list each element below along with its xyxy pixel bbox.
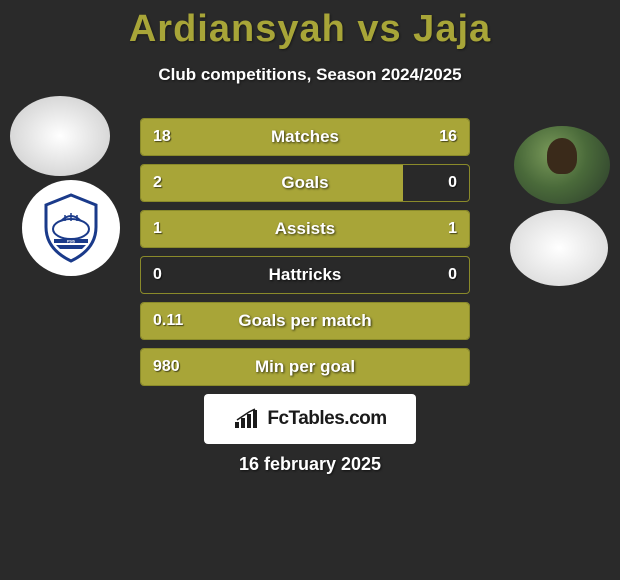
- stat-row-min-per-goal: 980 Min per goal: [140, 348, 470, 386]
- stat-row-goals-per-match: 0.11 Goals per match: [140, 302, 470, 340]
- stats-container: 18 Matches 16 2 Goals 0 1 Assists 1 0 Ha…: [140, 118, 470, 394]
- stat-label: Matches: [271, 127, 339, 147]
- stat-label: Min per goal: [255, 357, 355, 377]
- svg-text:PSIS: PSIS: [67, 240, 76, 244]
- stat-value-left: 0: [153, 266, 162, 284]
- stat-label: Goals per match: [238, 311, 371, 331]
- player-right-avatar: [514, 126, 610, 204]
- page-title: Ardiansyah vs Jaja: [0, 0, 620, 51]
- player-left-avatar: [10, 96, 110, 176]
- club-left-logo: PSIS: [22, 180, 120, 276]
- stat-row-matches: 18 Matches 16: [140, 118, 470, 156]
- badge-text: FcTables.com: [267, 408, 386, 430]
- fctables-badge[interactable]: FcTables.com: [204, 394, 416, 444]
- stat-row-goals: 2 Goals 0: [140, 164, 470, 202]
- stat-value-right: 0: [448, 266, 457, 284]
- stat-value-right: 16: [439, 128, 457, 146]
- date: 16 february 2025: [239, 454, 381, 475]
- stat-label: Goals: [281, 173, 328, 193]
- stat-label: Assists: [275, 219, 335, 239]
- chart-icon: [233, 408, 261, 430]
- club-right-logo: [510, 210, 608, 286]
- stat-bar-left: [141, 165, 403, 201]
- subtitle: Club competitions, Season 2024/2025: [0, 65, 620, 85]
- stat-value-right: 0: [448, 174, 457, 192]
- stat-value-left: 18: [153, 128, 171, 146]
- stat-value-left: 1: [153, 220, 162, 238]
- stat-value-left: 0.11: [153, 312, 183, 330]
- stat-row-hattricks: 0 Hattricks 0: [140, 256, 470, 294]
- stat-value-left: 2: [153, 174, 162, 192]
- stat-value-left: 980: [153, 358, 180, 376]
- stat-value-right: 1: [448, 220, 457, 238]
- stat-row-assists: 1 Assists 1: [140, 210, 470, 248]
- stat-label: Hattricks: [269, 265, 342, 285]
